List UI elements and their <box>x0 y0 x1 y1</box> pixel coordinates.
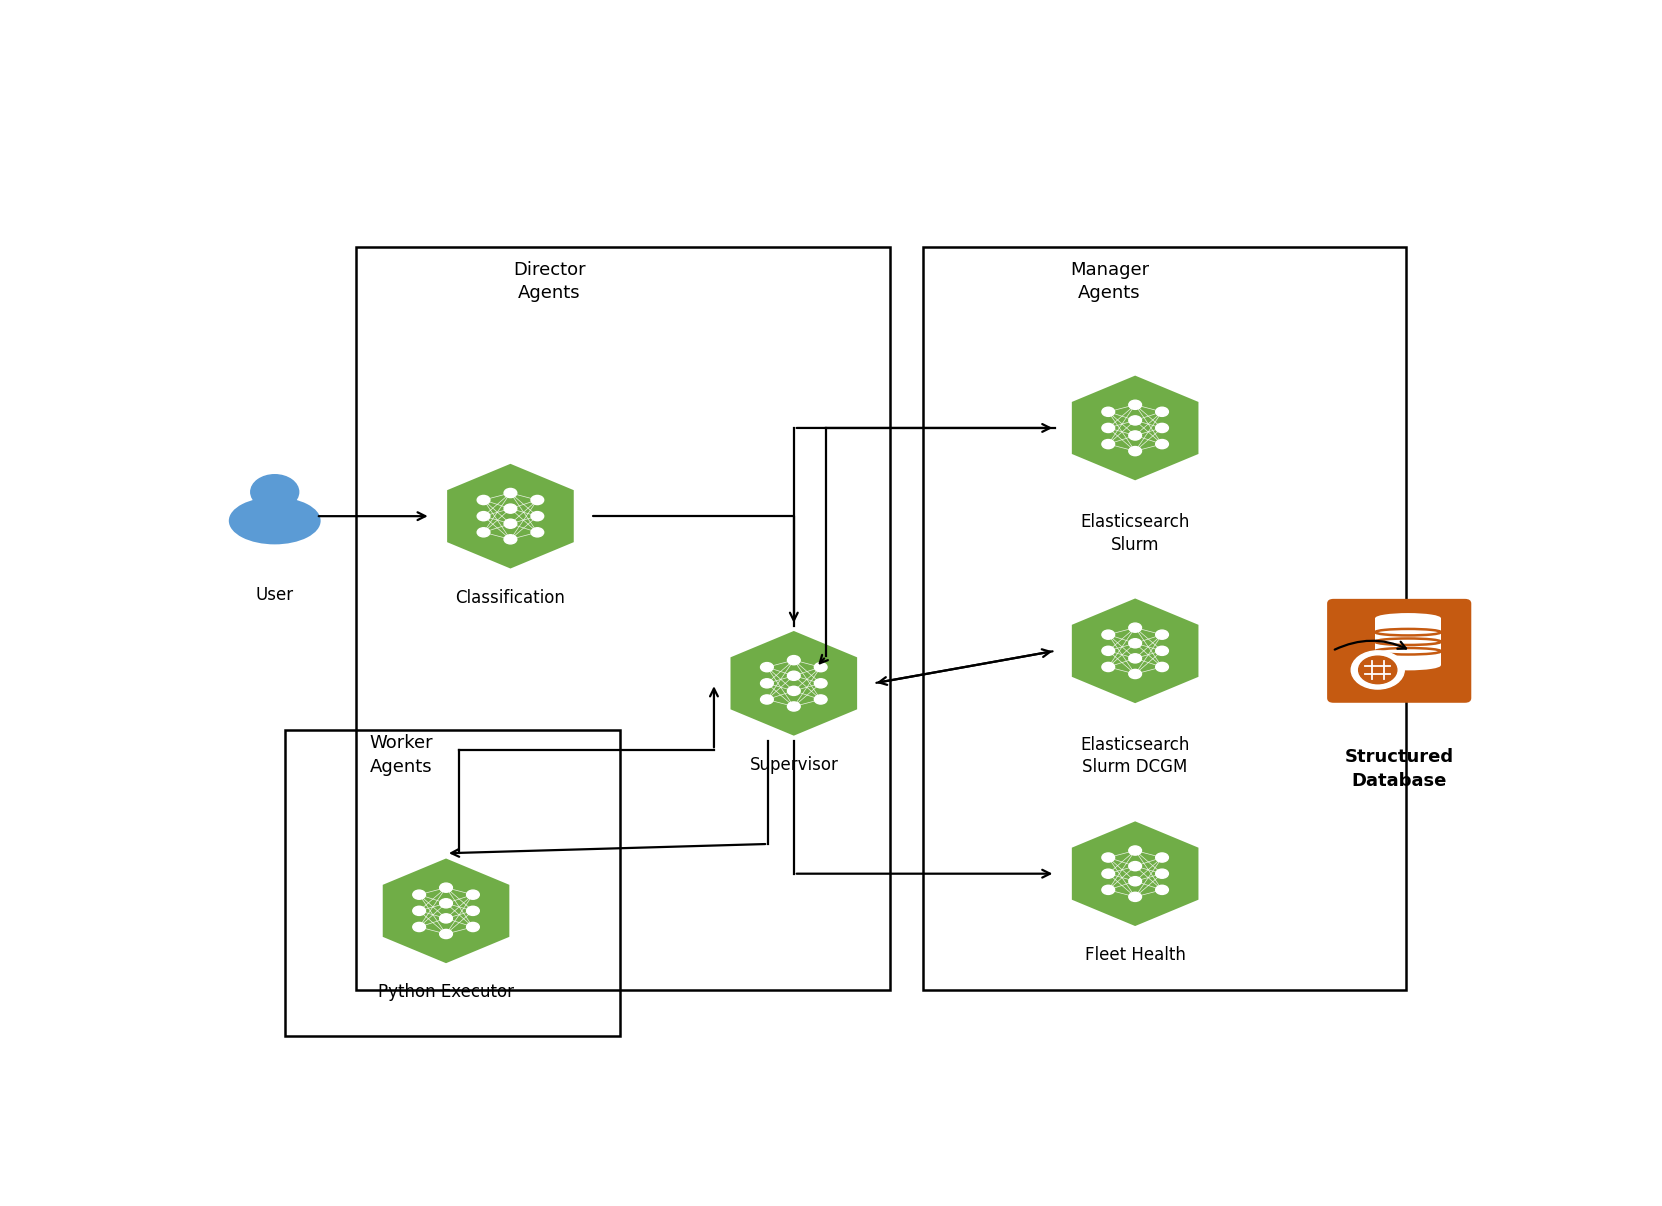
Ellipse shape <box>229 497 321 544</box>
Circle shape <box>1102 885 1115 895</box>
FancyBboxPatch shape <box>1328 599 1471 703</box>
Circle shape <box>788 686 799 696</box>
Circle shape <box>1102 423 1115 433</box>
Text: Elasticsearch
Slurm: Elasticsearch Slurm <box>1080 514 1190 554</box>
Polygon shape <box>1070 597 1200 704</box>
Circle shape <box>1155 885 1168 895</box>
Circle shape <box>788 672 799 680</box>
Bar <box>922 247 1406 990</box>
Circle shape <box>530 496 543 504</box>
Circle shape <box>440 930 452 938</box>
Text: Worker
Agents: Worker Agents <box>369 734 432 775</box>
Circle shape <box>477 496 490 504</box>
Circle shape <box>1128 624 1142 632</box>
Circle shape <box>814 662 828 672</box>
Circle shape <box>761 662 773 672</box>
Circle shape <box>504 488 517 498</box>
Circle shape <box>251 475 299 509</box>
Polygon shape <box>1070 820 1200 927</box>
Circle shape <box>477 528 490 537</box>
Circle shape <box>761 679 773 687</box>
Circle shape <box>1155 408 1168 416</box>
Circle shape <box>1102 870 1115 878</box>
Text: User: User <box>256 586 294 604</box>
Circle shape <box>1128 845 1142 855</box>
Circle shape <box>1128 877 1142 885</box>
Polygon shape <box>381 857 510 965</box>
Circle shape <box>1102 646 1115 655</box>
Circle shape <box>814 695 828 704</box>
Circle shape <box>1358 656 1396 684</box>
Text: Fleet Health: Fleet Health <box>1085 947 1185 964</box>
Circle shape <box>1155 662 1168 672</box>
Circle shape <box>440 898 452 908</box>
Ellipse shape <box>1374 613 1441 624</box>
Bar <box>1374 617 1441 666</box>
Circle shape <box>1128 639 1142 648</box>
Text: Director
Agents: Director Agents <box>514 260 585 303</box>
Text: Elasticsearch
Slurm DCGM: Elasticsearch Slurm DCGM <box>1080 736 1190 777</box>
Circle shape <box>1155 870 1168 878</box>
Circle shape <box>1128 400 1142 409</box>
Circle shape <box>412 906 425 915</box>
Circle shape <box>1351 651 1404 689</box>
Circle shape <box>1102 630 1115 639</box>
Ellipse shape <box>1374 661 1441 671</box>
Circle shape <box>504 504 517 514</box>
Text: Structured
Database: Structured Database <box>1345 748 1454 790</box>
Circle shape <box>477 511 490 521</box>
Text: Python Executor: Python Executor <box>377 983 514 1001</box>
Circle shape <box>1155 646 1168 655</box>
Circle shape <box>504 519 517 528</box>
Circle shape <box>467 923 479 931</box>
Text: Manager
Agents: Manager Agents <box>1070 260 1148 303</box>
Circle shape <box>440 883 452 892</box>
Circle shape <box>1155 853 1168 862</box>
Circle shape <box>1102 408 1115 416</box>
Bar <box>356 247 891 990</box>
Circle shape <box>1128 892 1142 901</box>
Circle shape <box>761 695 773 704</box>
Circle shape <box>1102 439 1115 449</box>
Circle shape <box>530 511 543 521</box>
Circle shape <box>1102 853 1115 862</box>
Polygon shape <box>730 630 859 737</box>
Polygon shape <box>1070 374 1200 482</box>
Circle shape <box>1102 662 1115 672</box>
Circle shape <box>1128 669 1142 679</box>
Circle shape <box>467 890 479 900</box>
Bar <box>286 730 620 1036</box>
Polygon shape <box>445 462 575 570</box>
Circle shape <box>1128 861 1142 871</box>
Circle shape <box>788 702 799 712</box>
Circle shape <box>412 923 425 931</box>
Circle shape <box>530 528 543 537</box>
Circle shape <box>1155 439 1168 449</box>
Circle shape <box>412 890 425 900</box>
Text: Supervisor: Supervisor <box>750 756 838 774</box>
Circle shape <box>1155 423 1168 433</box>
Text: Classification: Classification <box>455 589 565 607</box>
Circle shape <box>467 906 479 915</box>
Circle shape <box>440 914 452 923</box>
Circle shape <box>504 534 517 544</box>
Circle shape <box>1155 630 1168 639</box>
Circle shape <box>814 679 828 687</box>
Circle shape <box>788 656 799 665</box>
Circle shape <box>1128 446 1142 456</box>
Circle shape <box>1128 431 1142 440</box>
Circle shape <box>1128 416 1142 425</box>
Circle shape <box>1128 654 1142 663</box>
